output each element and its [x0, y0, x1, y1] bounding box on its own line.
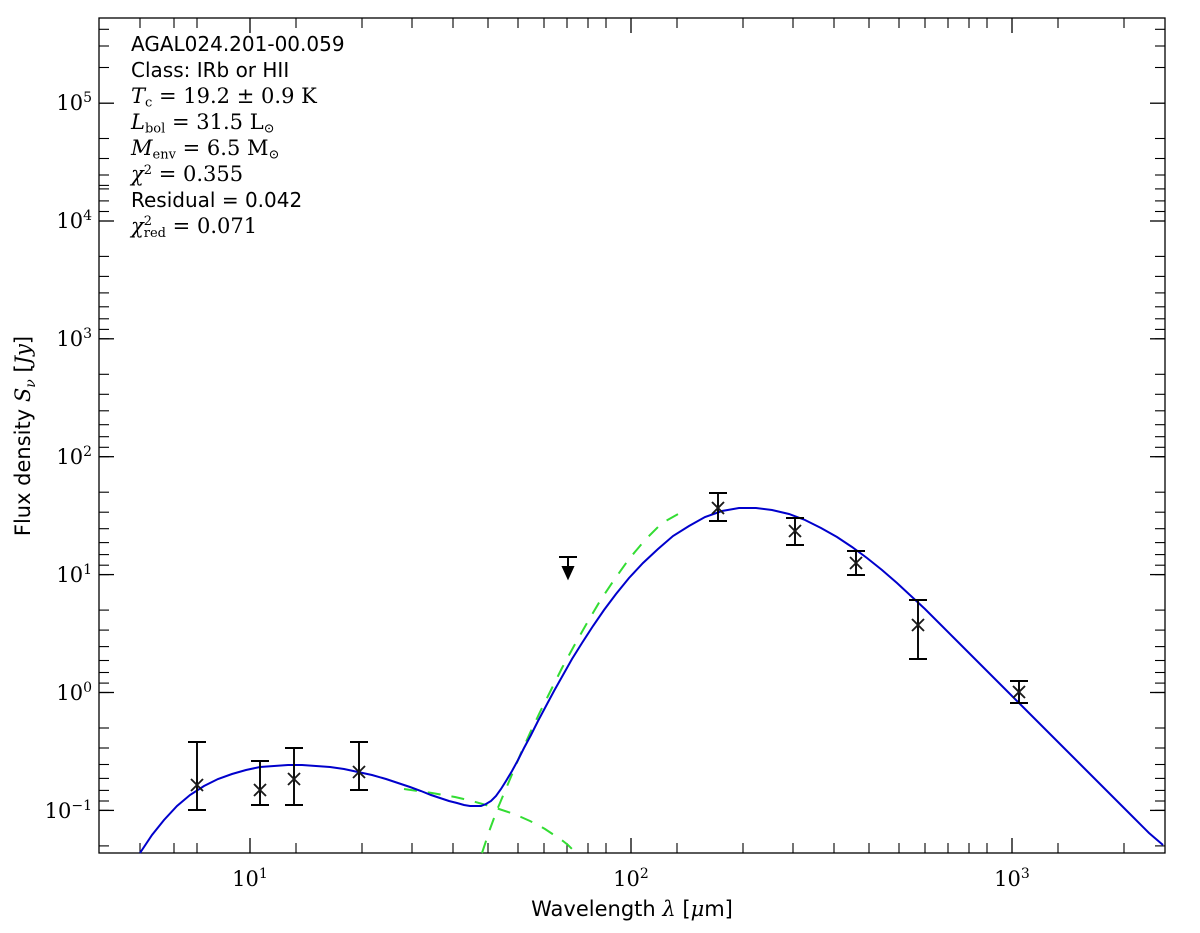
residual: Residual = 0.042 — [131, 187, 561, 213]
chi2red-superscript: 2 — [143, 214, 153, 230]
svg-text:101: 101 — [56, 562, 92, 587]
lbol-subscript: bol — [144, 121, 166, 137]
svg-text:10−1: 10−1 — [45, 798, 92, 823]
data-point — [909, 599, 927, 660]
svg-text:104: 104 — [56, 208, 92, 233]
svg-text:105: 105 — [56, 90, 92, 115]
chi2red-symbol: χ — [131, 214, 144, 238]
menv-symbol: M — [131, 136, 153, 160]
svg-text:102: 102 — [613, 866, 649, 891]
lbol-value: 31.5 — [196, 110, 244, 134]
chi2-equals: = — [158, 162, 177, 186]
chi2red-value: 0.071 — [196, 214, 258, 238]
lbol-unit: L — [249, 110, 264, 134]
tc-subscript: c — [145, 95, 153, 111]
menv-subscript: env — [152, 147, 176, 163]
residual-label: Residual = — [131, 188, 239, 212]
residual-value: 0.042 — [244, 188, 303, 212]
component-curve-hot — [403, 788, 577, 854]
svg-text:102: 102 — [56, 444, 92, 469]
data-point — [786, 517, 804, 546]
x-axis-title: Wavelength λ [μm] — [531, 897, 733, 921]
data-point — [709, 492, 727, 522]
tc-error: 0.9 — [261, 84, 295, 108]
data-point — [350, 741, 368, 791]
class-value: IRb or HII — [196, 58, 290, 82]
svg-text:103: 103 — [994, 866, 1030, 891]
model-component-curves — [403, 512, 681, 854]
data-point — [847, 550, 865, 576]
data-point — [188, 741, 206, 811]
plot-frame — [98, 17, 1166, 854]
svg-text:103: 103 — [56, 326, 92, 351]
cold-temperature: Tc = 19.2 ± 0.9 K — [131, 83, 561, 111]
chi2-superscript: 2 — [143, 162, 153, 178]
sun-icon: ⊙ — [263, 121, 275, 137]
component-curve-cold — [481, 512, 681, 854]
bolometric-luminosity: Lbol = 31.5 L⊙ — [131, 109, 561, 137]
upper-limit-point — [559, 556, 577, 581]
chi-squared: χ2 = 0.355 — [131, 161, 561, 187]
tc-symbol: T — [131, 84, 146, 108]
tc-plusminus: ± — [236, 84, 255, 108]
tc-unit: K — [301, 84, 317, 108]
menv-equals: = — [182, 136, 201, 160]
data-point — [285, 747, 303, 806]
sun-icon: ⊙ — [268, 147, 280, 163]
svg-text:100: 100 — [56, 680, 92, 705]
total-model-curve — [139, 507, 1164, 854]
chi2-symbol: χ — [131, 162, 144, 186]
tc-value: 19.2 — [183, 84, 231, 108]
y-axis-ticks — [99, 28, 1165, 847]
reduced-chi-squared: χ 2 red = 0.071 — [131, 213, 561, 241]
y-axis-title: Flux density Sν [Jy] — [11, 336, 39, 536]
x-tick-labels: 101 102 103 — [232, 866, 1030, 891]
svg-text:101: 101 — [232, 866, 268, 891]
tc-equals: = — [158, 84, 177, 108]
lbol-symbol: L — [131, 110, 145, 134]
data-point — [1010, 680, 1028, 704]
lbol-equals: = — [171, 110, 190, 134]
envelope-mass: Menv = 6.5 M⊙ — [131, 135, 561, 163]
source-annotation-block: AGAL024.201-00.059 Class: IRb or HII Tc … — [131, 31, 561, 241]
chi2red-subscript: red — [143, 225, 166, 241]
x-axis-ticks — [139, 18, 1125, 853]
source-name: AGAL024.201-00.059 — [131, 32, 345, 56]
menv-value: 6.5 — [206, 136, 241, 160]
class-label: Class: — [131, 58, 191, 82]
menv-unit: M — [247, 136, 269, 160]
source-class: Class: IRb or HII — [131, 57, 561, 83]
chi2red-equals: = — [172, 214, 191, 238]
chi2-value: 0.355 — [183, 162, 244, 186]
data-point — [251, 760, 269, 806]
y-tick-labels: 105 104 103 102 101 100 10−1 — [45, 90, 92, 823]
data-points-group — [188, 492, 1028, 811]
